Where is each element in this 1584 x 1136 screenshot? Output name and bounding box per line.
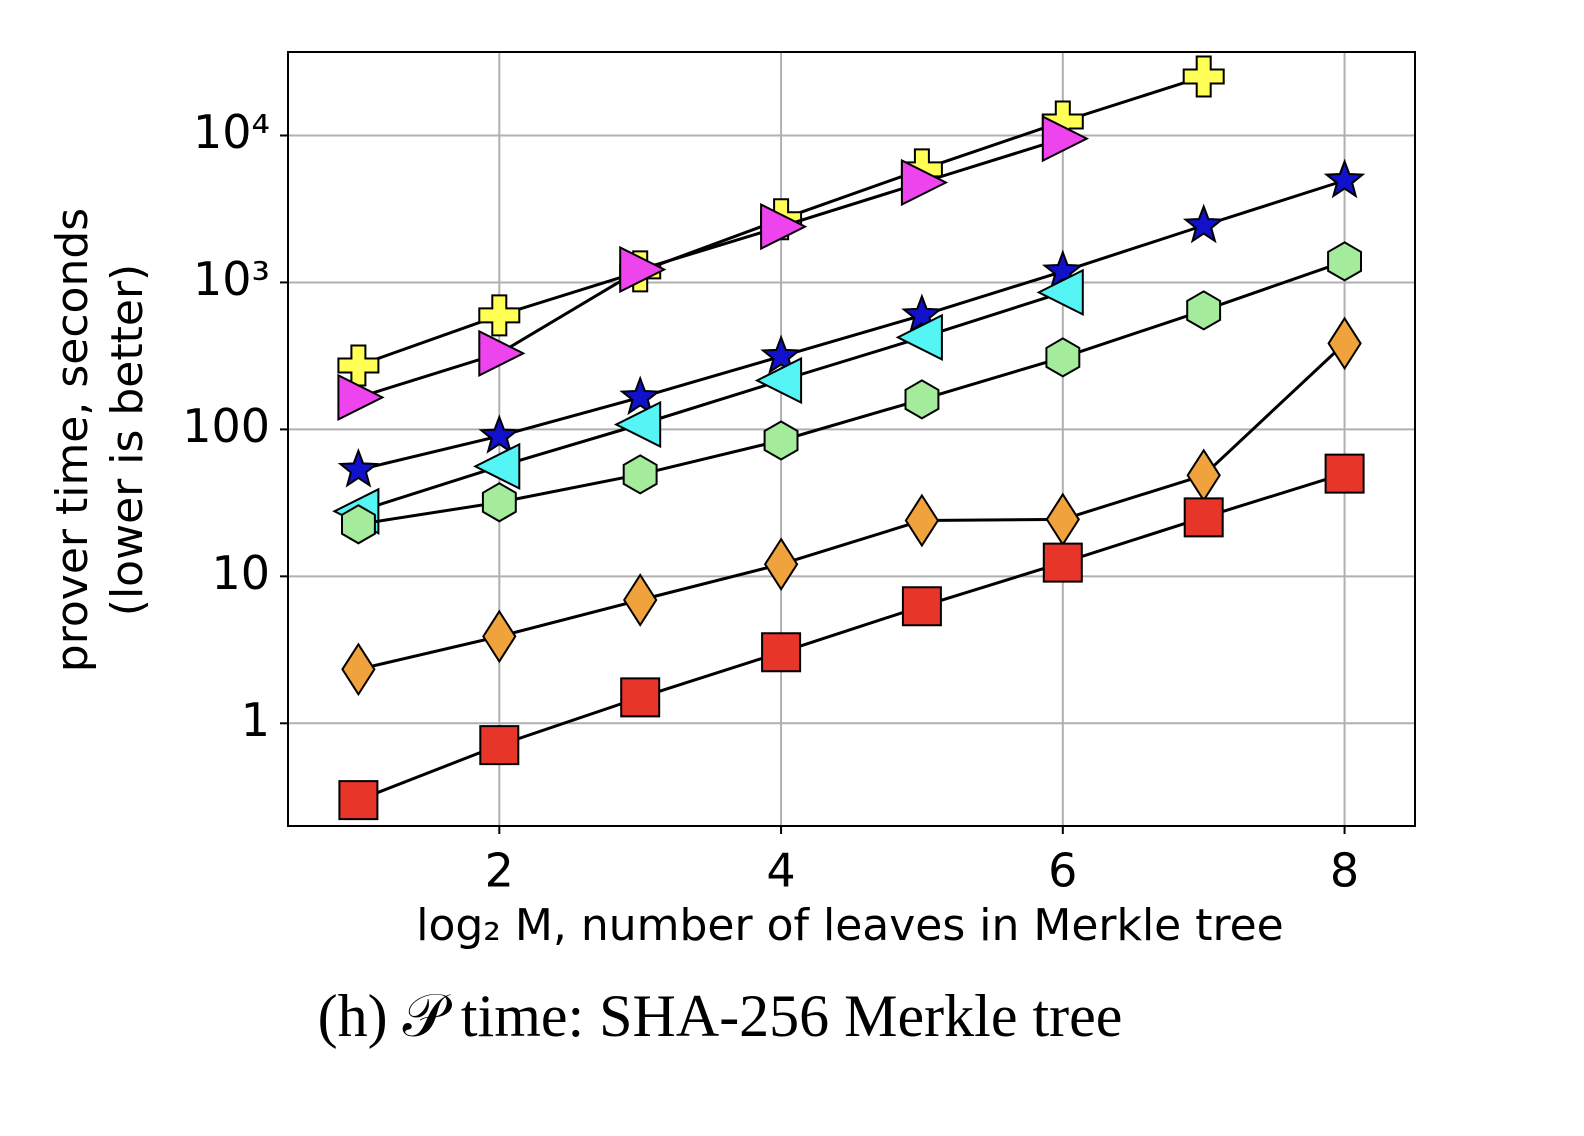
marker (904, 493, 940, 548)
marker (895, 313, 943, 362)
marker (619, 375, 662, 416)
marker (901, 586, 942, 627)
y-tick-label: 10⁴ (193, 105, 270, 159)
marker (478, 414, 521, 454)
marker (338, 780, 379, 821)
marker (481, 482, 517, 523)
x-tick-label: 8 (1330, 844, 1359, 898)
marker (900, 158, 949, 207)
series-line (357, 472, 1346, 802)
marker (337, 448, 380, 488)
marker (613, 400, 662, 449)
plot-frame (287, 51, 1416, 827)
marker (1186, 290, 1222, 331)
y-axis-label: (lower is better) (102, 264, 153, 616)
marker (1183, 497, 1224, 538)
marker (1323, 158, 1366, 199)
marker (1042, 542, 1083, 583)
marker (482, 609, 517, 664)
marker (341, 504, 376, 545)
marker (754, 356, 803, 405)
marker (1327, 241, 1362, 282)
caption: (h) 𝒫 time: SHA-256 Merkle tree (318, 983, 1123, 1049)
marker (763, 537, 799, 592)
marker (1182, 203, 1225, 244)
x-tick-label: 4 (766, 844, 795, 898)
marker (763, 420, 799, 461)
marker (479, 725, 520, 766)
y-tick-label: 10 (211, 546, 270, 600)
marker (904, 379, 940, 420)
series-line (357, 137, 1064, 399)
x-tick-label: 2 (485, 844, 514, 898)
marker (901, 293, 943, 333)
y-axis-label: prover time, seconds (47, 208, 98, 672)
marker (760, 334, 802, 374)
marker (620, 677, 661, 718)
x-tick-label: 6 (1048, 844, 1077, 898)
series-line (357, 290, 1064, 513)
marker (1186, 448, 1221, 503)
marker (337, 373, 385, 422)
marker (761, 632, 802, 673)
marker (478, 329, 526, 378)
marker (337, 344, 380, 387)
marker (1324, 453, 1365, 494)
marker (1045, 337, 1081, 378)
marker (1036, 268, 1084, 317)
marker (473, 442, 521, 491)
y-tick-label: 100 (182, 399, 270, 453)
marker (760, 202, 808, 251)
x-axis-label: log₂ M, number of leaves in Merkle tree (416, 900, 1284, 951)
series-line (358, 342, 1346, 671)
y-tick-label: 1 (241, 693, 270, 747)
y-tick-label: 10³ (193, 252, 270, 306)
marker (1327, 316, 1362, 371)
marker (341, 642, 376, 697)
marker (1041, 114, 1090, 163)
marker (478, 294, 521, 337)
series-line (358, 179, 1346, 472)
marker (1045, 492, 1080, 547)
marker (1182, 55, 1225, 98)
series-line (358, 259, 1346, 526)
marker (623, 573, 658, 627)
marker (622, 454, 658, 495)
marker (619, 245, 667, 294)
